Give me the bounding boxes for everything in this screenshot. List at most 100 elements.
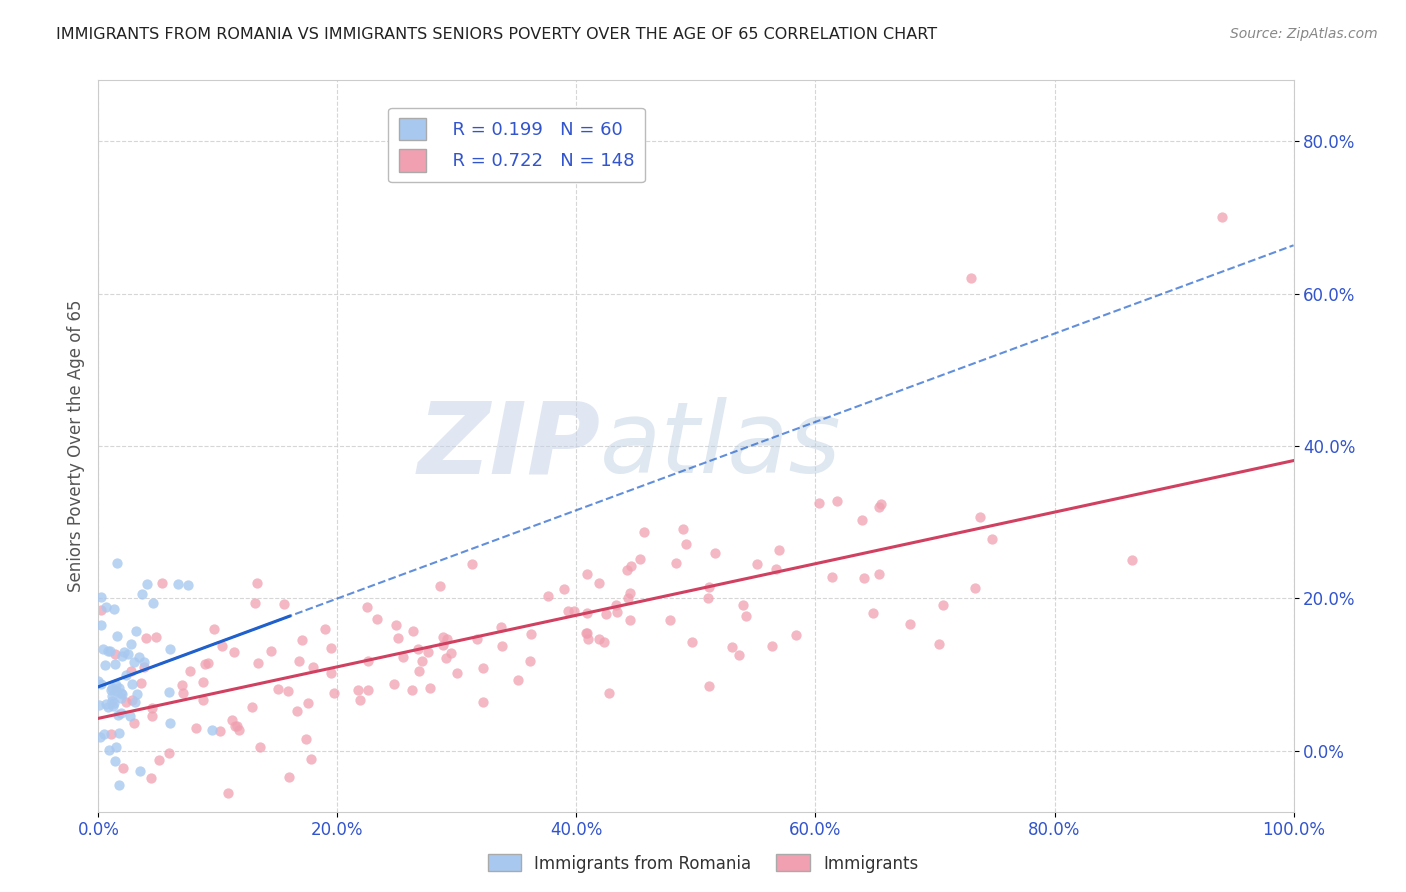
Point	[167, 577, 190, 591]
Point	[132, 660, 155, 674]
Point	[349, 693, 371, 707]
Point	[869, 497, 891, 511]
Point	[186, 721, 208, 735]
Point	[347, 682, 370, 697]
Point	[537, 590, 560, 604]
Point	[104, 648, 127, 662]
Point	[520, 627, 543, 641]
Point	[159, 715, 181, 730]
Point	[90, 618, 112, 632]
Point	[853, 570, 876, 584]
Point	[117, 648, 139, 662]
Point	[1121, 553, 1143, 567]
Point	[141, 701, 163, 715]
Point	[322, 686, 344, 700]
Point	[761, 639, 783, 653]
Point	[104, 684, 127, 698]
Point	[278, 770, 301, 784]
Point	[576, 566, 599, 581]
Point	[157, 685, 180, 699]
Point	[111, 687, 134, 701]
Point	[519, 654, 541, 668]
Point	[432, 638, 454, 652]
Point	[105, 629, 128, 643]
Point	[401, 682, 423, 697]
Text: IMMIGRANTS FROM ROMANIA VS IMMIGRANTS SENIORS POVERTY OVER THE AGE OF 65 CORRELA: IMMIGRANTS FROM ROMANIA VS IMMIGRANTS SE…	[56, 27, 938, 42]
Point	[93, 727, 115, 741]
Point	[193, 693, 215, 707]
Point	[208, 723, 231, 738]
Point	[100, 726, 122, 740]
Point	[211, 639, 233, 653]
Point	[221, 713, 243, 727]
Point	[107, 708, 129, 723]
Point	[225, 719, 247, 733]
Point	[122, 656, 145, 670]
Point	[562, 603, 585, 617]
Point	[121, 693, 143, 707]
Point	[131, 587, 153, 601]
Point	[194, 657, 217, 671]
Point	[277, 684, 299, 698]
Point	[382, 677, 405, 691]
Point	[110, 648, 132, 663]
Point	[105, 678, 128, 692]
Point	[142, 596, 165, 610]
Point	[260, 644, 283, 658]
Point	[588, 576, 610, 591]
Point	[472, 660, 495, 674]
Point	[557, 604, 579, 618]
Point	[94, 658, 117, 673]
Point	[120, 637, 142, 651]
Point	[110, 686, 132, 700]
Point	[392, 650, 415, 665]
Point	[290, 633, 312, 648]
Point	[616, 591, 638, 606]
Point	[228, 723, 250, 738]
Point	[851, 513, 873, 527]
Point	[90, 676, 112, 690]
Point	[436, 651, 458, 665]
Point	[898, 616, 921, 631]
Text: ZIP: ZIP	[418, 398, 600, 494]
Point	[170, 678, 193, 692]
Point	[179, 665, 201, 679]
Point	[104, 755, 127, 769]
Point	[606, 605, 628, 619]
Point	[145, 630, 167, 644]
Point	[132, 655, 155, 669]
Point	[731, 599, 754, 613]
Point	[217, 786, 239, 800]
Point	[148, 753, 170, 767]
Point	[159, 642, 181, 657]
Point	[97, 743, 120, 757]
Point	[246, 656, 269, 670]
Point	[87, 674, 110, 689]
Point	[862, 606, 884, 620]
Point	[825, 494, 848, 508]
Point	[246, 576, 269, 591]
Point	[932, 598, 955, 612]
Point	[129, 675, 152, 690]
Point	[128, 650, 150, 665]
Point	[387, 631, 409, 645]
Point	[575, 626, 598, 640]
Point	[1211, 211, 1233, 225]
Point	[461, 558, 484, 572]
Point	[107, 725, 129, 739]
Point	[122, 716, 145, 731]
Point	[120, 664, 142, 678]
Point	[108, 681, 131, 696]
Point	[98, 643, 121, 657]
Point	[868, 566, 890, 581]
Legend: Immigrants from Romania, Immigrants: Immigrants from Romania, Immigrants	[481, 847, 925, 880]
Point	[721, 640, 744, 654]
Point	[101, 698, 124, 713]
Point	[112, 645, 135, 659]
Point	[224, 645, 246, 659]
Point	[249, 740, 271, 755]
Point	[285, 704, 308, 718]
Point	[297, 697, 319, 711]
Point	[598, 686, 620, 700]
Point	[965, 581, 987, 595]
